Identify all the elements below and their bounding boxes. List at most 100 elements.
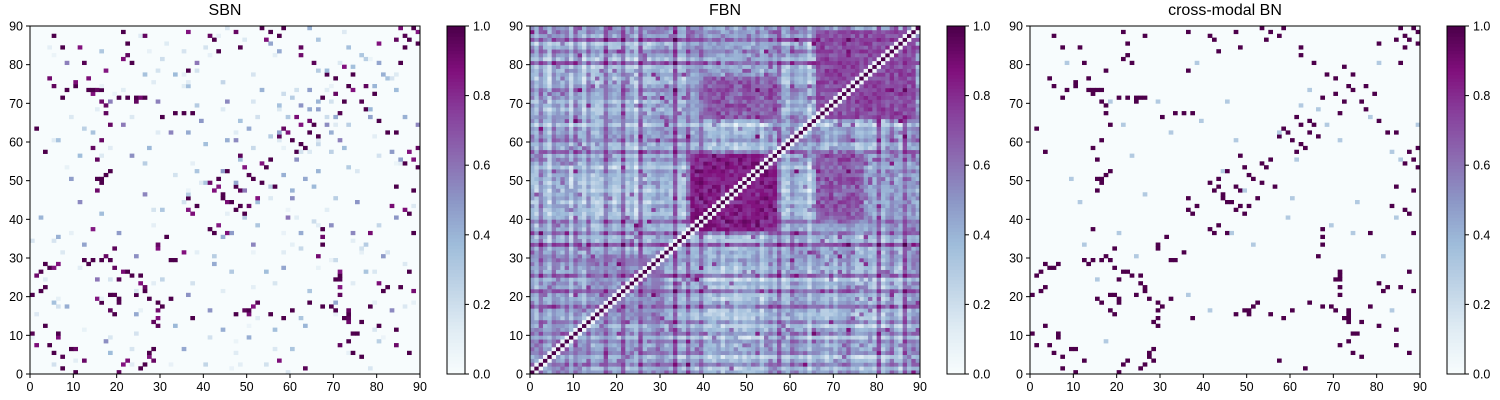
heatmap-cell [703, 265, 709, 270]
heatmap-cell [699, 343, 704, 348]
heatmap-cell [638, 281, 644, 286]
heatmap-cell [394, 215, 399, 220]
heatmap-cell [842, 304, 847, 309]
heatmap-cell [833, 258, 839, 263]
heatmap-cell [673, 265, 678, 270]
heatmap-cell [811, 200, 817, 205]
heatmap-cell [699, 358, 704, 363]
heatmap-cell [898, 346, 904, 352]
heatmap-cell [564, 335, 570, 340]
heatmap-cell [885, 277, 891, 282]
heatmap-cell [625, 223, 631, 228]
heatmap-cell [268, 157, 274, 162]
heatmap-cell [911, 281, 917, 286]
heatmap-cell [855, 343, 860, 348]
heatmap-cell [803, 331, 808, 336]
heatmap-cell [586, 207, 592, 212]
heatmap-cell [686, 265, 691, 270]
heatmap-cell [894, 277, 899, 282]
heatmap-cell [725, 285, 730, 290]
heatmap-cell [686, 203, 691, 209]
heatmap-cell [668, 230, 674, 236]
heatmap-cell [246, 312, 252, 317]
heatmap-cell [824, 238, 830, 243]
heatmap-cell [712, 277, 717, 282]
heatmap-cell [638, 215, 644, 220]
heatmap-cell [155, 246, 161, 251]
heatmap-cell [582, 203, 587, 209]
heatmap-cell [582, 350, 587, 356]
heatmap-cell [803, 227, 808, 232]
heatmap-cell [82, 126, 87, 131]
heatmap-cell [811, 265, 817, 270]
heatmap-cell [616, 308, 622, 313]
heatmap-cell [155, 99, 161, 104]
heatmap-cell [803, 238, 808, 243]
heatmap-cell [677, 312, 683, 317]
heatmap-cell [729, 327, 735, 332]
heatmap-cell [160, 304, 165, 309]
heatmap-cell [103, 111, 109, 116]
heatmap-cell [885, 308, 891, 313]
heatmap-cell [855, 370, 860, 375]
heatmap-cell [595, 366, 600, 371]
heatmap-cell [599, 269, 605, 274]
heatmap-cell [868, 285, 873, 290]
heatmap-cell [616, 250, 622, 255]
heatmap-cell [842, 215, 847, 220]
heatmap-cell [547, 277, 553, 282]
colorbar-gradient-step [447, 339, 465, 344]
heatmap-cell [686, 219, 691, 224]
heatmap-cell [616, 227, 622, 232]
heatmap-cell [402, 261, 408, 267]
heatmap-cell [564, 192, 570, 197]
heatmap-cell [608, 246, 613, 251]
heatmap-cell [772, 350, 778, 356]
heatmap-cell [729, 346, 735, 352]
heatmap-cell [833, 304, 839, 309]
heatmap-cell [798, 258, 804, 263]
heatmap-cell [807, 269, 813, 274]
heatmap-cell [816, 335, 821, 340]
heatmap-cell [677, 219, 683, 224]
heatmap-cell [616, 192, 622, 197]
heatmap-cell [824, 234, 830, 240]
heatmap-cell [803, 308, 808, 313]
heatmap-cell [590, 370, 596, 375]
heatmap-cell [530, 316, 535, 321]
heatmap-cell [859, 265, 865, 270]
heatmap-cell [608, 269, 613, 274]
heatmap-cell [573, 215, 579, 220]
heatmap-cell [872, 234, 878, 240]
heatmap-cell [582, 188, 587, 193]
heatmap-cell [307, 130, 313, 135]
heatmap-cell [816, 316, 821, 321]
heatmap-cell [803, 354, 808, 359]
heatmap-cell [811, 300, 817, 305]
heatmap-cell [573, 304, 579, 309]
heatmap-cell [681, 269, 687, 274]
heatmap-cell [746, 215, 752, 220]
heatmap-cell [889, 366, 895, 371]
heatmap-cell [586, 250, 592, 255]
heatmap-cell [638, 242, 644, 247]
heatmap-cell [608, 300, 613, 305]
heatmap-cell [655, 261, 661, 267]
heatmap-cell [569, 300, 574, 305]
heatmap-cell [764, 192, 769, 197]
heatmap-cell [720, 292, 726, 298]
heatmap-cell [755, 269, 761, 274]
heatmap-cell [582, 312, 587, 317]
heatmap-cell [668, 192, 674, 197]
heatmap-cell [681, 265, 687, 270]
heatmap-cell [790, 188, 795, 193]
heatmap-cell [621, 265, 626, 270]
heatmap-cell [872, 285, 878, 290]
heatmap-cell [898, 196, 904, 201]
heatmap-cell [777, 273, 782, 278]
heatmap-cell [534, 242, 540, 247]
heatmap-cell [543, 192, 548, 197]
heatmap-cell [777, 207, 782, 212]
heatmap-cell [768, 265, 774, 270]
colorbar-gradient-step [447, 234, 465, 239]
